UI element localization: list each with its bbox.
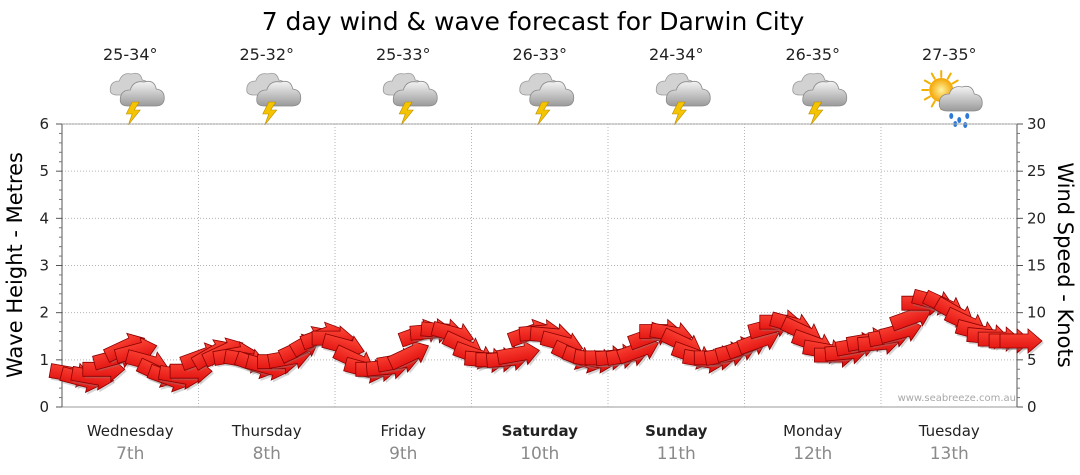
storm-cloud-icon	[382, 72, 438, 126]
temperature-label: 26-35°	[786, 45, 841, 64]
temperature-label: 25-33°	[376, 45, 431, 64]
temperature-row: 25-34° 25-32° 25-33° 26-33° 24-34° 26-35° 27-3…	[103, 45, 977, 64]
day-label: Monday	[783, 422, 842, 440]
weather-icons-row	[109, 70, 983, 128]
sun-rain-cloud-icon	[921, 70, 983, 128]
storm-cloud-icon	[655, 72, 711, 126]
day-label: Tuesday	[918, 422, 980, 440]
right-tick-label: 0	[1027, 398, 1037, 416]
temperature-label: 26-33°	[513, 45, 568, 64]
date-label: 8th	[253, 444, 281, 464]
date-label: 11th	[657, 444, 696, 464]
temperature-label: 24-34°	[649, 45, 704, 64]
temperature-label: 27-35°	[922, 45, 977, 64]
left-tick-label: 2	[39, 304, 49, 322]
right-tick-label: 15	[1027, 257, 1046, 275]
day-label: Wednesday	[87, 422, 174, 440]
date-label: 13th	[930, 444, 969, 464]
storm-cloud-icon	[109, 72, 165, 126]
day-label: Saturday	[502, 422, 579, 440]
storm-cloud-icon	[519, 72, 575, 126]
temperature-label: 25-34°	[103, 45, 158, 64]
right-tick-label: 30	[1027, 115, 1046, 133]
date-label: 10th	[520, 444, 559, 464]
date-label: 7th	[116, 444, 144, 464]
wind-arrow-series	[48, 288, 1044, 395]
right-tick-label: 10	[1027, 304, 1046, 322]
right-y-axis: 0 5 10 15 20 25 30	[1016, 115, 1046, 416]
wind-arrow	[386, 340, 432, 371]
left-axis-title: Wave Height - Metres	[3, 152, 27, 378]
date-label: 9th	[389, 444, 417, 464]
chart-title: 7 day wind & wave forecast for Darwin Ci…	[262, 7, 805, 36]
storm-cloud-icon	[246, 72, 302, 126]
left-tick-label: 6	[39, 115, 49, 133]
day-labels-row: Wednesday 7th Thursday 8th Friday 9th Saturday…	[87, 422, 980, 464]
day-label: Thursday	[231, 422, 302, 440]
watermark: www.seabreeze.com.au	[898, 393, 1016, 404]
left-tick-label: 4	[39, 209, 49, 227]
day-label: Sunday	[645, 422, 708, 440]
wind-arrow	[496, 340, 542, 367]
date-label: 12th	[793, 444, 832, 464]
right-axis-title: Wind Speed - Knots	[1053, 162, 1077, 367]
right-tick-label: 5	[1027, 351, 1037, 369]
right-tick-label: 25	[1027, 162, 1046, 180]
temperature-label: 25-32°	[240, 45, 295, 64]
left-tick-label: 1	[39, 351, 49, 369]
right-tick-label: 20	[1027, 209, 1046, 227]
day-label: Friday	[381, 422, 427, 440]
left-tick-label: 5	[39, 162, 49, 180]
storm-cloud-icon	[792, 72, 848, 126]
left-tick-label: 3	[39, 257, 49, 275]
wind-arrow	[999, 328, 1044, 355]
plot-grid	[61, 123, 1018, 408]
left-tick-label: 0	[39, 398, 49, 416]
